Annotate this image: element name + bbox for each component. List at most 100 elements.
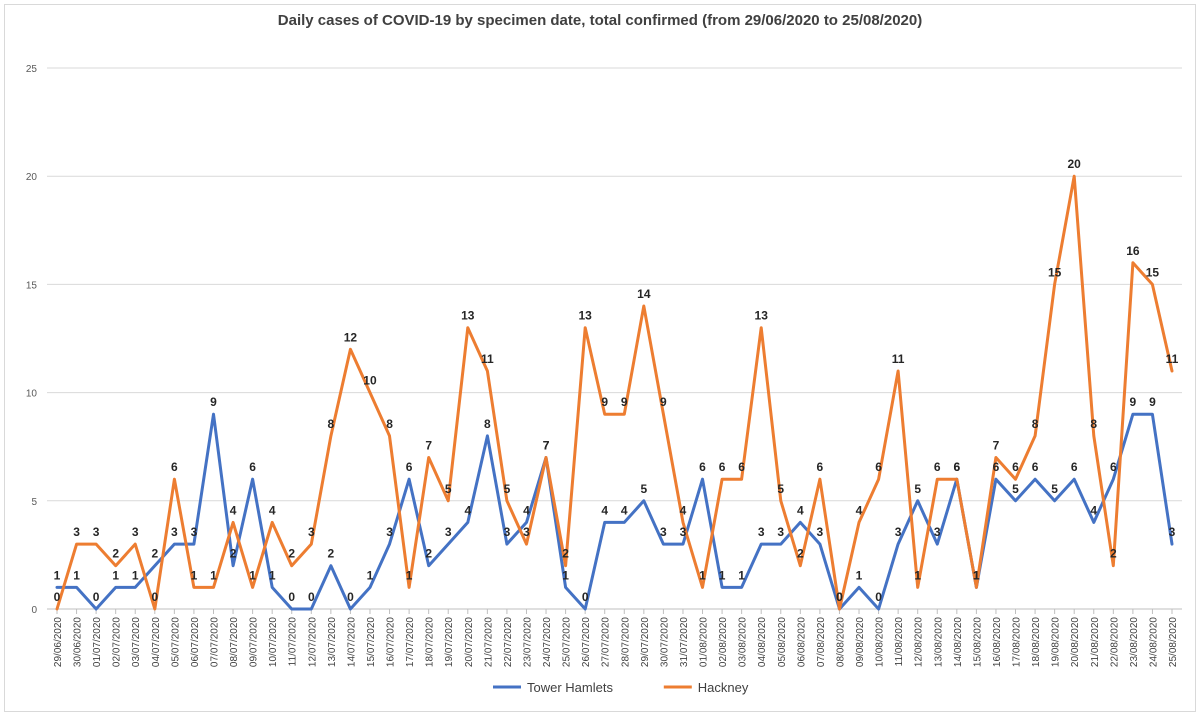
data-label-hackney: 8: [328, 417, 335, 431]
x-tick-label: 31/07/2020: [679, 617, 690, 667]
x-tick-label: 25/07/2020: [562, 617, 573, 667]
data-label-hackney: 4: [230, 503, 237, 517]
x-tick-label: 23/07/2020: [522, 617, 533, 667]
series-line-hackney: [55, 174, 1174, 611]
data-label-tower-hamlets: 5: [1051, 482, 1058, 496]
data-label-tower-hamlets: 6: [699, 460, 706, 474]
x-tick-label: 25/08/2020: [1168, 617, 1179, 667]
x-tick-label: 08/08/2020: [835, 617, 846, 667]
data-label-tower-hamlets: 6: [953, 460, 960, 474]
data-label-hackney: 16: [1126, 244, 1140, 258]
data-label-tower-hamlets: 1: [132, 568, 139, 582]
data-label-hackney: 7: [425, 439, 432, 453]
x-tick-label: 19/07/2020: [444, 617, 455, 667]
data-label-tower-hamlets: 0: [288, 590, 295, 604]
data-label-hackney: 1: [973, 568, 980, 582]
data-label-tower-hamlets: 3: [758, 525, 765, 539]
data-label-hackney: 9: [660, 395, 667, 409]
x-tick-label: 13/08/2020: [933, 617, 944, 667]
data-label-hackney: 8: [386, 417, 393, 431]
legend-label-tower-hamlets: Tower Hamlets: [527, 680, 613, 695]
x-tick-label: 10/08/2020: [875, 617, 886, 667]
data-label-tower-hamlets: 1: [738, 568, 745, 582]
data-label-hackney: 6: [953, 460, 960, 474]
x-tick-label: 09/07/2020: [249, 617, 260, 667]
x-tick-label: 17/08/2020: [1012, 617, 1023, 667]
x-tick-label: 06/07/2020: [190, 617, 201, 667]
data-label-tower-hamlets: 9: [210, 395, 217, 409]
data-label-hackney: 0: [151, 590, 158, 604]
x-tick-label: 03/08/2020: [738, 617, 749, 667]
data-label-hackney: 7: [993, 439, 1000, 453]
data-label-hackney: 5: [445, 482, 452, 496]
data-label-tower-hamlets: 1: [269, 568, 276, 582]
x-tick-label: 18/07/2020: [425, 617, 436, 667]
data-label-tower-hamlets: 6: [1071, 460, 1078, 474]
data-label-tower-hamlets: 3: [817, 525, 824, 539]
data-label-hackney: 0: [54, 590, 61, 604]
data-label-hackney: 6: [934, 460, 941, 474]
x-tick-label: 30/07/2020: [659, 617, 670, 667]
data-label-hackney: 12: [344, 330, 358, 344]
data-label-hackney: 11: [892, 352, 905, 366]
data-label-hackney: 11: [1166, 352, 1179, 366]
x-tick-label: 01/07/2020: [92, 617, 103, 667]
x-tick-label: 05/07/2020: [170, 617, 181, 667]
data-label-tower-hamlets: 1: [856, 568, 863, 582]
data-label-tower-hamlets: 0: [308, 590, 315, 604]
data-label-tower-hamlets: 1: [112, 568, 119, 582]
data-label-hackney: 11: [481, 352, 494, 366]
x-tick-label: 04/07/2020: [151, 617, 162, 667]
data-label-hackney: 4: [680, 503, 687, 517]
data-label-tower-hamlets: 3: [777, 525, 784, 539]
data-label-hackney: 15: [1146, 265, 1160, 279]
x-tick-label: 26/07/2020: [581, 617, 592, 667]
x-tick-label: 12/08/2020: [914, 617, 925, 667]
data-label-tower-hamlets: 1: [973, 568, 980, 582]
data-label-tower-hamlets: 1: [73, 568, 80, 582]
data-label-hackney: 20: [1068, 157, 1082, 171]
data-label-hackney: 1: [191, 568, 198, 582]
x-tick-label: 07/08/2020: [816, 617, 827, 667]
data-label-hackney: 8: [1090, 417, 1097, 431]
x-tick-label: 11/08/2020: [894, 617, 905, 667]
x-tick-label: 08/07/2020: [229, 617, 240, 667]
data-label-tower-hamlets: 6: [993, 460, 1000, 474]
x-tick-label: 05/08/2020: [777, 617, 788, 667]
data-label-tower-hamlets: 8: [484, 417, 491, 431]
data-label-hackney: 1: [210, 568, 217, 582]
x-tick-label: 14/08/2020: [953, 617, 964, 667]
data-label-hackney: 15: [1048, 265, 1062, 279]
x-tick-label: 12/07/2020: [307, 617, 318, 667]
x-tick-label: 11/07/2020: [288, 617, 299, 667]
x-tick-label: 19/08/2020: [1051, 617, 1062, 667]
data-label-hackney: 0: [836, 590, 843, 604]
x-tick-label: 24/08/2020: [1148, 617, 1159, 667]
x-tick-label: 03/07/2020: [131, 617, 142, 667]
data-label-tower-hamlets: 4: [797, 503, 804, 517]
data-label-hackney: 13: [578, 309, 592, 323]
data-label-hackney: 3: [523, 525, 530, 539]
data-label-tower-hamlets: 3: [386, 525, 393, 539]
legend: Tower Hamlets Hackney: [493, 680, 749, 695]
x-tick-label: 24/07/2020: [542, 617, 553, 667]
chart-frame: [4, 4, 1196, 712]
x-tick-label: 28/07/2020: [620, 617, 631, 667]
data-label-hackney: 10: [363, 374, 377, 388]
x-tick-label: 07/07/2020: [209, 617, 220, 667]
data-label-hackney: 13: [755, 309, 769, 323]
x-tick-label: 02/08/2020: [718, 617, 729, 667]
data-label-tower-hamlets: 4: [523, 503, 530, 517]
data-label-hackney: 3: [73, 525, 80, 539]
x-tick-label: 01/08/2020: [699, 617, 710, 667]
data-label-hackney: 1: [249, 568, 256, 582]
series-line-tower-hamlets: [55, 412, 1174, 611]
data-label-tower-hamlets: 4: [464, 503, 471, 517]
x-tick-label: 10/07/2020: [268, 617, 279, 667]
data-label-tower-hamlets: 2: [230, 547, 237, 561]
gridlines: [47, 67, 1182, 610]
x-tick-label: 17/07/2020: [405, 617, 416, 667]
x-tick-label: 30/06/2020: [73, 617, 84, 667]
x-axis-ticks: 29/06/2020 30/06/2020 01/07/2020 02/07/2020…: [53, 609, 1179, 667]
x-tick-label: 22/08/2020: [1109, 617, 1120, 667]
